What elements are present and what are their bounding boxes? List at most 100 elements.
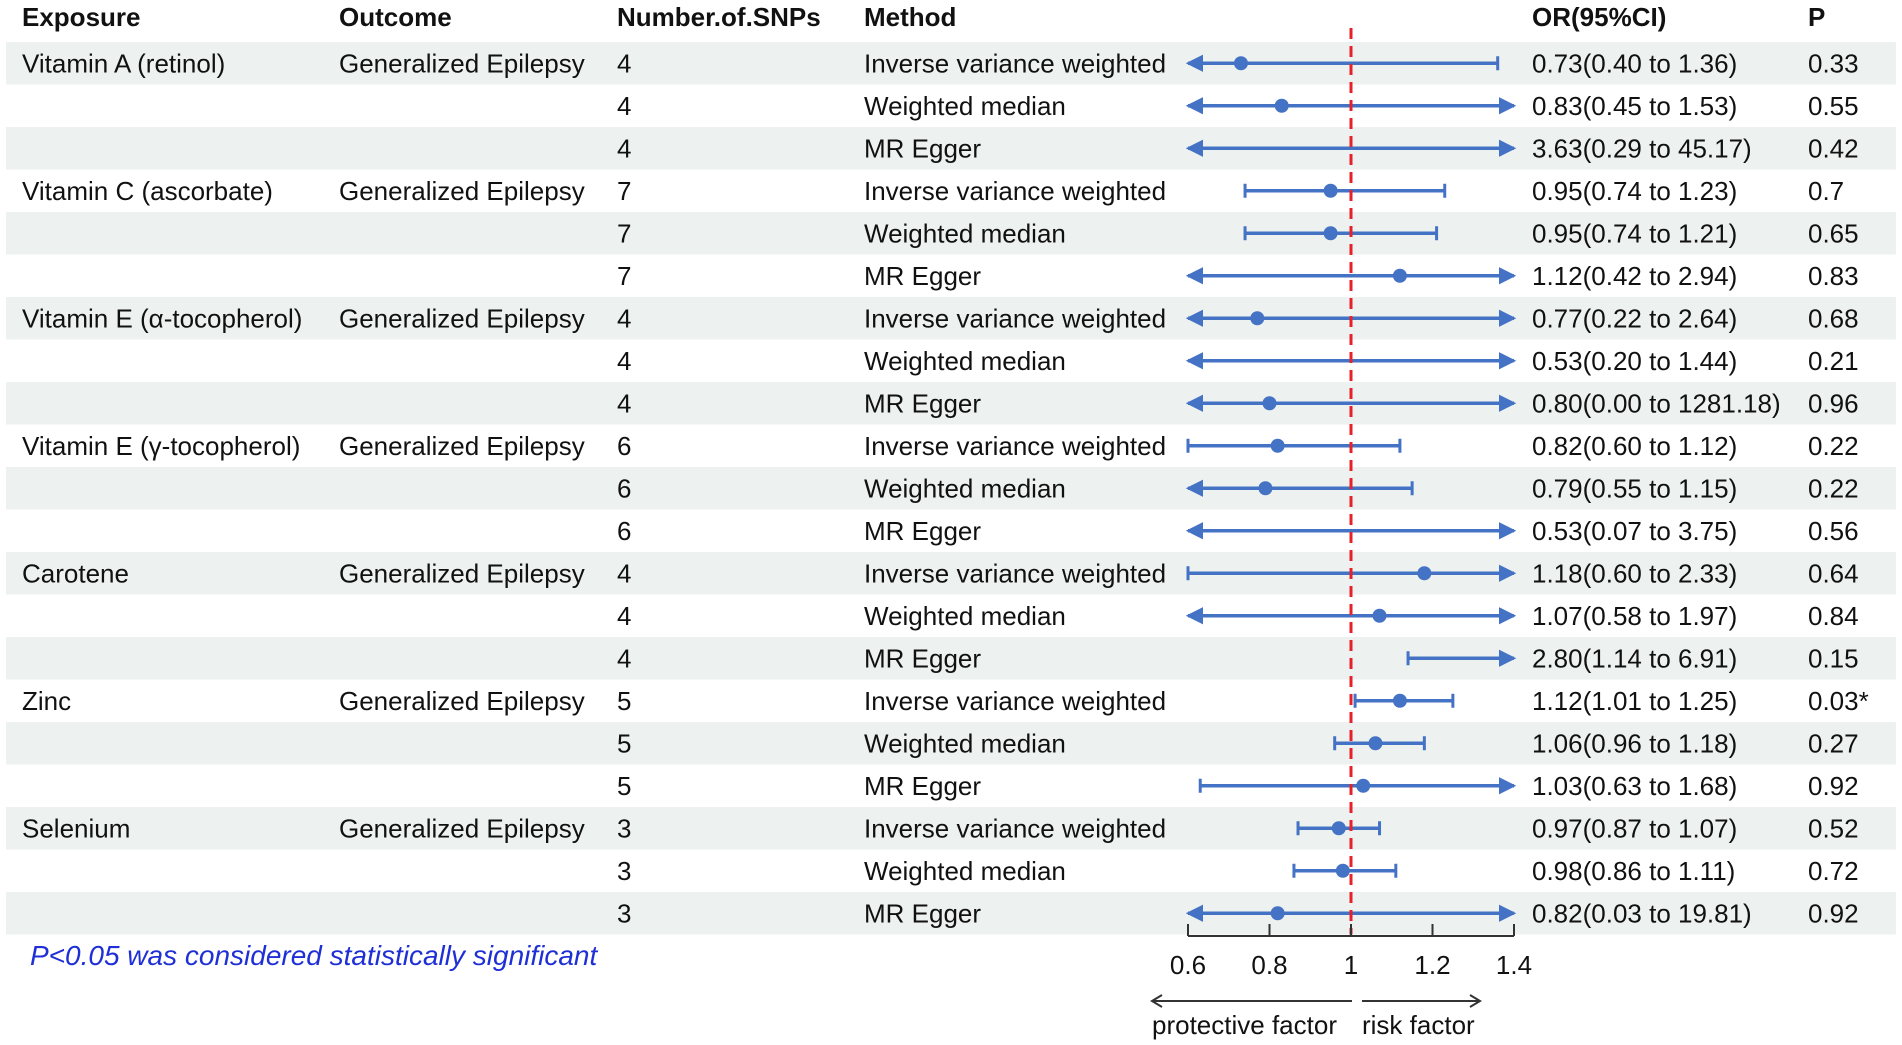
ci-arrow-right (1499, 649, 1517, 667)
table-row: 3 Weighted median 0.98(0.86 to 1.11) 0.72 (617, 856, 1859, 886)
ci-mark (1296, 821, 1382, 836)
point-estimate (1417, 566, 1432, 581)
p-value-cell: 0.72 (1808, 856, 1859, 886)
table-row: Carotene Generalized Epilepsy 4 Inverse var… (22, 558, 1859, 588)
row-band (6, 722, 1896, 765)
row-band (6, 212, 1896, 255)
ci-mark (1198, 777, 1517, 795)
point-estimate (1270, 438, 1285, 453)
table-row: 4 Weighted median 1.07(0.58 to 1.97) 0.84 (617, 601, 1859, 631)
point-estimate (1323, 183, 1338, 198)
snps-cell: 4 (617, 133, 631, 163)
table-row: 4 MR Egger 0.80(0.00 to 1281.18) 0.96 (617, 388, 1859, 418)
method-cell: MR Egger (864, 643, 981, 673)
or-ci-cell: 1.12(0.42 to 2.94) (1532, 261, 1737, 291)
row-band (6, 467, 1896, 510)
snps-cell: 7 (617, 176, 631, 206)
snps-cell: 5 (617, 686, 631, 716)
row-band (6, 807, 1896, 850)
outcome-cell: Generalized Epilepsy (339, 303, 585, 333)
or-ci-cell: 1.07(0.58 to 1.97) (1532, 601, 1737, 631)
snps-cell: 6 (617, 473, 631, 503)
method-cell: Weighted median (864, 728, 1066, 758)
p-value-cell: 0.84 (1808, 601, 1859, 631)
ci-arrow-left (1185, 607, 1203, 625)
x-tick-label: 0.8 (1251, 950, 1287, 980)
point-estimate (1372, 608, 1387, 623)
table-row: 4 MR Egger 3.63(0.29 to 45.17) 0.42 (617, 133, 1859, 163)
method-cell: Weighted median (864, 218, 1066, 248)
risk-arrow-head (1469, 994, 1482, 1008)
exposure-cell: Selenium (22, 813, 130, 843)
row-band (6, 382, 1896, 425)
outcome-cell: Generalized Epilepsy (339, 558, 585, 588)
snps-cell: 3 (617, 898, 631, 928)
method-cell: MR Egger (864, 388, 981, 418)
table-row: 4 Weighted median 0.53(0.20 to 1.44) 0.21 (617, 346, 1859, 376)
row-bands (6, 42, 1896, 935)
or-ci-cell: 0.80(0.00 to 1281.18) (1532, 388, 1781, 418)
outcome-cell: Generalized Epilepsy (339, 48, 585, 78)
header-exposure: Exposure (22, 2, 141, 32)
or-ci-cell: 0.77(0.22 to 2.64) (1532, 303, 1737, 333)
or-ci-cell: 0.82(0.03 to 19.81) (1532, 898, 1752, 928)
protective-arrow-head (1150, 994, 1163, 1008)
table-row: 4 Weighted median 0.83(0.45 to 1.53) 0.55 (617, 91, 1859, 121)
snps-cell: 4 (617, 643, 631, 673)
method-cell: Inverse variance weighted (864, 558, 1166, 588)
method-cell: Inverse variance weighted (864, 813, 1166, 843)
ci-arrow-right (1499, 139, 1517, 157)
snps-cell: 3 (617, 813, 631, 843)
header-p: P (1808, 2, 1825, 32)
header-method: Method (864, 2, 956, 32)
ci-arrow-left (1185, 309, 1203, 327)
snps-cell: 4 (617, 346, 631, 376)
ci-mark (1185, 607, 1517, 625)
point-estimate (1356, 778, 1371, 793)
ci-arrow-left (1185, 352, 1203, 370)
p-value-cell: 0.92 (1808, 898, 1859, 928)
snps-cell: 4 (617, 48, 631, 78)
p-value-cell: 0.21 (1808, 346, 1859, 376)
exposure-cell: Carotene (22, 558, 129, 588)
ci-arrow-right (1499, 607, 1517, 625)
method-cell: Weighted median (864, 473, 1066, 503)
method-cell: MR Egger (864, 771, 981, 801)
snps-cell: 4 (617, 91, 631, 121)
ci-marks (1185, 54, 1517, 922)
significance-footnote: P<0.05 was considered statistically sign… (30, 940, 599, 971)
ci-mark (1185, 54, 1500, 72)
snps-cell: 7 (617, 261, 631, 291)
snps-cell: 5 (617, 728, 631, 758)
p-value-cell: 0.83 (1808, 261, 1859, 291)
ci-mark (1185, 522, 1517, 540)
direction-labels: protective factor risk factor (1150, 994, 1482, 1040)
row-band (6, 297, 1896, 340)
ci-mark (1185, 394, 1517, 412)
ci-arrow-right (1499, 394, 1517, 412)
ci-mark (1292, 863, 1398, 878)
point-estimate (1392, 268, 1407, 283)
or-ci-cell: 1.12(1.01 to 1.25) (1532, 686, 1737, 716)
table-row: Zinc Generalized Epilepsy 5 Inverse varianc… (22, 686, 1869, 716)
table-row: 6 MR Egger 0.53(0.07 to 3.75) 0.56 (617, 516, 1859, 546)
method-cell: Weighted median (864, 346, 1066, 376)
p-value-cell: 0.92 (1808, 771, 1859, 801)
ci-mark (1185, 479, 1414, 497)
header-or: OR(95%CI) (1532, 2, 1666, 32)
ci-arrow-left (1185, 904, 1203, 922)
table-row: 3 MR Egger 0.82(0.03 to 19.81) 0.92 (617, 898, 1859, 928)
point-estimate (1323, 226, 1338, 241)
outcome-cell: Generalized Epilepsy (339, 813, 585, 843)
or-ci-cell: 0.83(0.45 to 1.53) (1532, 91, 1737, 121)
or-ci-cell: 0.73(0.40 to 1.36) (1532, 48, 1737, 78)
p-value-cell: 0.64 (1808, 558, 1859, 588)
method-cell: Inverse variance weighted (864, 431, 1166, 461)
ci-arrow-left (1185, 522, 1203, 540)
exposure-cell: Vitamin E (α-tocopherol) (22, 303, 302, 333)
ci-arrow-left (1185, 54, 1203, 72)
p-value-cell: 0.65 (1808, 218, 1859, 248)
p-value-cell: 0.33 (1808, 48, 1859, 78)
table-row: Vitamin E (γ-tocopherol) Generalized Epil… (22, 431, 1859, 461)
